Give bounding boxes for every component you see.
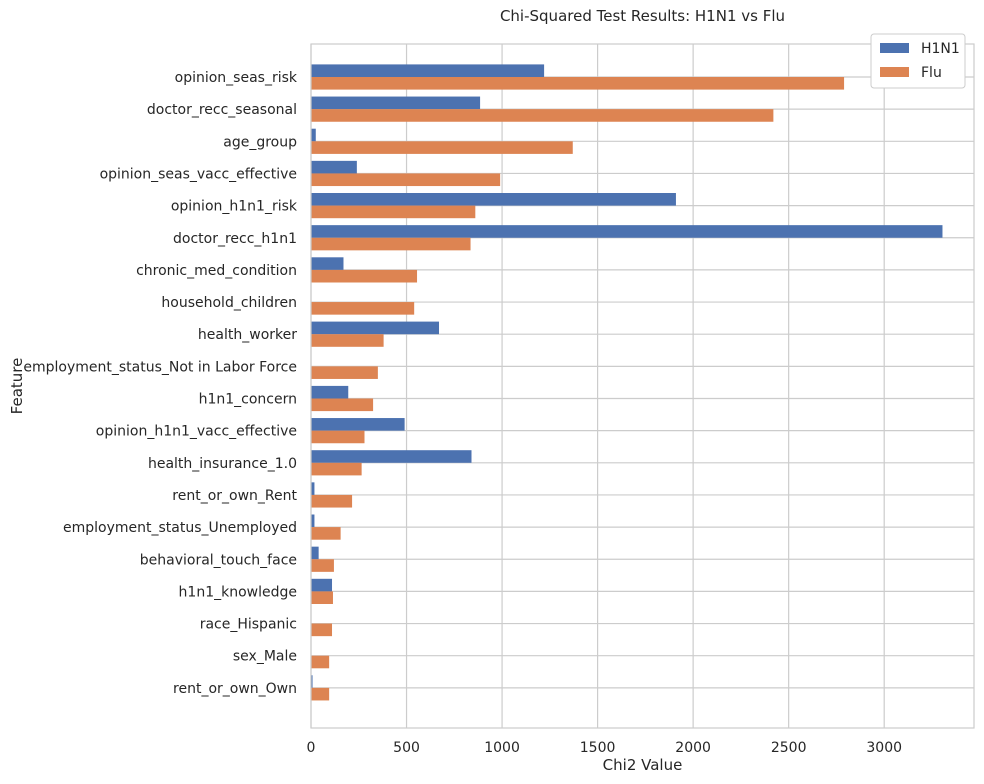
y-tick-label: health_worker — [198, 327, 297, 343]
plot-frame — [310, 43, 975, 729]
legend: H1N1 Flu — [870, 33, 966, 89]
bar-flu — [311, 527, 341, 540]
y-tick-label: chronic_med_condition — [136, 263, 297, 279]
bar-flu — [311, 494, 353, 508]
y-tick-label: behavioral_touch_face — [140, 552, 297, 568]
bar-flu — [311, 141, 573, 154]
bar-h1n1 — [311, 675, 313, 688]
y-tick-label: opinion_h1n1_risk — [171, 199, 298, 215]
y-tick-label: opinion_seas_risk — [175, 70, 298, 86]
bar-h1n1 — [311, 193, 676, 206]
x-tick-label: 3000 — [866, 740, 902, 756]
legend-label-h1n1: H1N1 — [921, 41, 960, 57]
bar-h1n1 — [311, 128, 316, 142]
bar-h1n1 — [311, 514, 315, 528]
y-tick-label: employment_status_Unemployed — [63, 520, 297, 536]
bar-flu — [311, 559, 334, 572]
y-tick-label: race_Hispanic — [200, 617, 297, 633]
y-tick-labels: opinion_seas_risk doctor_recc_seasonalage… — [23, 70, 298, 697]
legend-swatch-h1n1 — [880, 43, 909, 53]
bar-h1n1 — [311, 546, 319, 560]
bar-flu — [311, 623, 333, 637]
bar-flu — [311, 591, 333, 604]
bar-flu — [311, 462, 362, 476]
bar-h1n1 — [311, 578, 333, 592]
x-tick-label: 1500 — [580, 740, 616, 756]
bar-h1n1 — [311, 482, 315, 495]
bar-flu — [311, 334, 384, 347]
bar-h1n1 — [311, 160, 357, 174]
y-tick-label: h1n1_concern — [199, 392, 297, 408]
y-tick-label: household_children — [161, 295, 297, 311]
bar-flu — [311, 205, 476, 219]
bar-flu — [311, 366, 378, 379]
bar-h1n1 — [311, 96, 481, 110]
bar-flu — [311, 173, 501, 187]
x-tick-label: 1000 — [484, 740, 520, 756]
bar-h1n1 — [311, 450, 472, 463]
x-axis-label: Chi2 Value — [603, 756, 683, 774]
x-tick-label: 500 — [393, 740, 420, 756]
bar-flu — [311, 269, 418, 283]
legend-swatch-flu — [880, 67, 909, 77]
y-tick-label: doctor_recc_seasonal — [147, 102, 297, 118]
y-tick-label: opinion_seas_vacc_effective — [100, 166, 297, 182]
bar-h1n1 — [311, 64, 545, 77]
y-axis-label: Feature — [8, 358, 26, 415]
y-tick-label: sex_Male — [233, 649, 297, 665]
x-tick-label: 0 — [307, 740, 316, 756]
bar-flu — [311, 687, 330, 701]
bar-h1n1 — [311, 385, 349, 399]
x-tick-label: 2000 — [675, 740, 711, 756]
y-tick-label: h1n1_knowledge — [179, 584, 297, 600]
y-tick-label: doctor_recc_h1n1 — [173, 231, 297, 247]
bar-flu — [311, 109, 774, 122]
chart-title: Chi-Squared Test Results: H1N1 vs Flu — [500, 7, 785, 25]
bar-flu — [311, 655, 330, 669]
bar-h1n1 — [311, 257, 344, 270]
legend-label-flu: Flu — [921, 65, 942, 81]
bar-flu — [311, 77, 845, 90]
bar-flu — [311, 237, 471, 251]
bar-flu — [311, 302, 415, 315]
x-tick-labels: 0 500 1000 1500 2000 2500 3000 — [307, 740, 902, 756]
y-tick-label: employment_status_Not in Labor Force — [23, 359, 297, 375]
bar-h1n1 — [311, 225, 943, 238]
y-tick-label: age_group — [223, 134, 297, 150]
y-tick-label: rent_or_own_Rent — [172, 488, 297, 504]
bar-flu — [311, 398, 374, 412]
bar-flu — [311, 430, 365, 444]
y-tick-label: opinion_h1n1_vacc_effective — [96, 424, 297, 440]
bars — [311, 64, 943, 701]
y-tick-label: rent_or_own_Own — [173, 681, 297, 697]
bar-h1n1 — [311, 418, 405, 431]
y-tick-label: health_insurance_1.0 — [148, 456, 297, 472]
x-tick-label: 2500 — [771, 740, 807, 756]
bar-h1n1 — [311, 321, 440, 335]
